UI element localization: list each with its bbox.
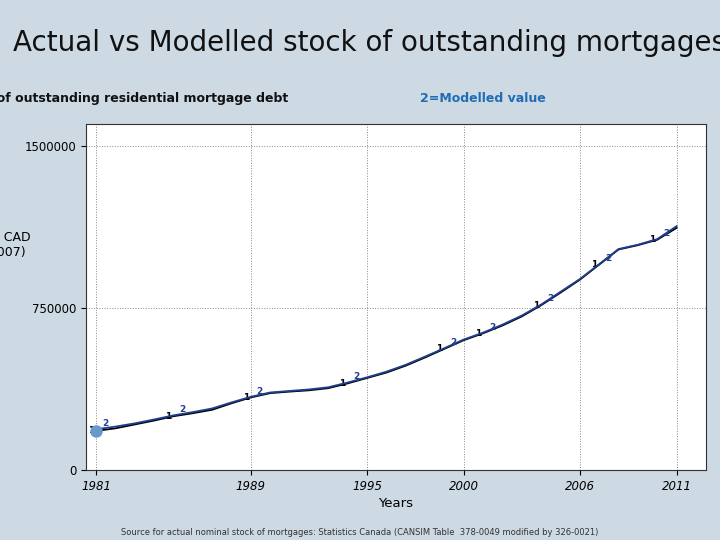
Text: 1: 1: [649, 235, 655, 244]
Text: 1: 1: [475, 329, 481, 338]
Text: 1: 1: [533, 301, 539, 310]
Text: 1: 1: [166, 411, 171, 421]
Text: 1: 1: [243, 393, 249, 402]
Y-axis label: $M CAD
(2007): $M CAD (2007): [0, 231, 31, 259]
Text: 2: 2: [489, 322, 495, 332]
Text: 2: 2: [179, 406, 186, 414]
Text: 1=Value of outstanding residential mortgage debt: 1=Value of outstanding residential mortg…: [0, 92, 289, 105]
Text: 2: 2: [354, 373, 360, 381]
Text: 2: 2: [450, 338, 456, 347]
Text: 2: 2: [547, 294, 553, 303]
Text: Source for actual nominal stock of mortgages: Statistics Canada (CANSIM Table  3: Source for actual nominal stock of mortg…: [121, 528, 599, 537]
Text: 1: 1: [436, 345, 443, 353]
Text: Actual vs Modelled stock of outstanding mortgages: Actual vs Modelled stock of outstanding …: [13, 29, 720, 57]
Text: 2=Modelled value: 2=Modelled value: [420, 92, 545, 105]
Text: 1: 1: [339, 379, 346, 388]
Text: 2: 2: [663, 229, 670, 238]
Text: 2: 2: [102, 419, 108, 428]
Text: 2: 2: [605, 254, 611, 263]
Text: 1: 1: [88, 427, 94, 435]
Text: 2: 2: [257, 387, 263, 396]
X-axis label: Years: Years: [379, 497, 413, 510]
Text: 1: 1: [591, 260, 598, 269]
